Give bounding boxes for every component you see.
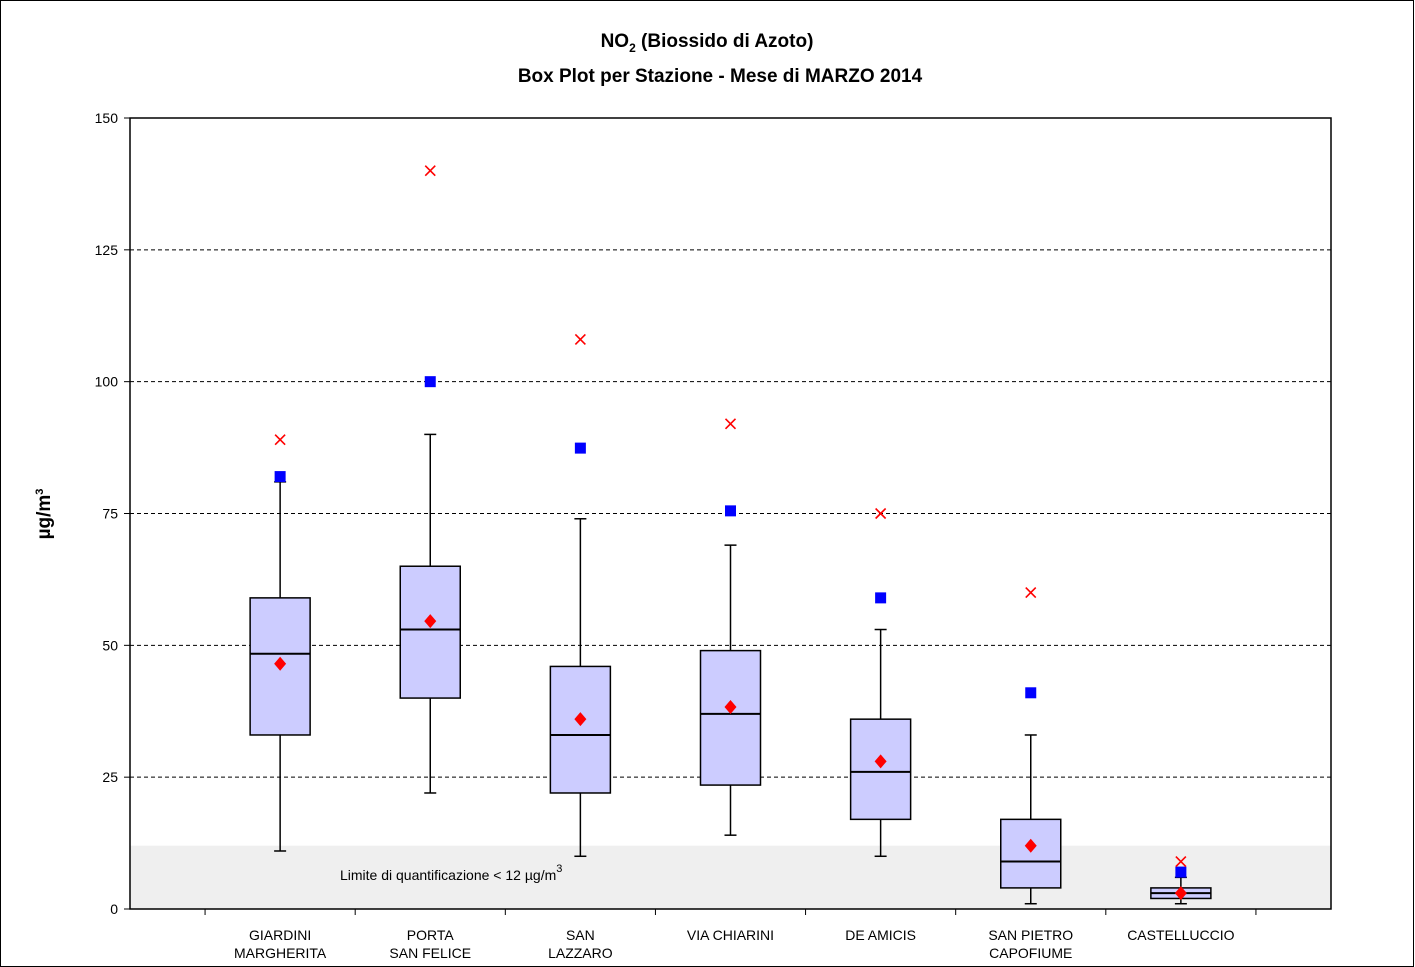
box [849,718,912,821]
blue-marker [1025,687,1037,699]
y-label-superscript: 3 [34,489,46,495]
chart-subtitle: Box Plot per Stazione - Mese di MARZO 20… [518,66,923,87]
quantification-band [130,845,1331,909]
x-tick-label: DE AMICIS [845,927,916,943]
blue-marker [424,376,436,388]
mean-marker [574,712,587,727]
max-marker [274,434,286,446]
chart-title: NO2 (Biossido di Azoto) [601,31,814,55]
max-marker [424,165,436,177]
y-label-text: µg/m [34,495,55,540]
y-tick-label: 100 [95,374,119,390]
max-marker [1025,587,1037,599]
max-marker [724,418,737,430]
band-label-superscript: 3 [556,863,562,875]
x-tick-label: SAN PIETRO [988,927,1073,943]
y-tick-label: 125 [95,242,119,258]
blue-marker [725,505,736,517]
plot-frame [129,117,1332,910]
mean-marker [424,614,437,629]
max-marker [875,507,887,520]
max-marker [574,333,586,346]
box [1000,818,1062,889]
box [399,565,461,699]
mean-marker [274,656,287,671]
title-subscript: 2 [629,41,636,55]
x-tick-label: LAZZARO [548,945,613,961]
x-tick-label: GIARDINI [249,927,311,943]
title-text: NO [601,31,630,52]
x-tick-label: SAN FELICE [389,945,471,961]
blue-marker [875,592,887,604]
blue-marker [1175,866,1187,878]
y-tick-label: 150 [95,110,119,126]
blue-marker [274,471,286,483]
band-label: Limite di quantificazione < 12 µg/m3 [340,863,562,883]
x-tick-label: SAN [566,927,595,943]
mean-marker [724,700,737,715]
y-tick-label: 0 [110,901,118,917]
y-tick-label: 75 [102,506,118,522]
y-tick-label: 25 [102,769,118,785]
box [699,649,762,786]
x-tick-label: MARGHERITA [234,945,327,961]
mean-marker [874,754,887,769]
y-axis-label: µg/m3 [34,489,55,540]
mean-marker [1024,838,1037,853]
x-tick-label: CASTELLUCCIO [1127,927,1234,943]
band-label-text: Limite di quantificazione < 12 µg/m [340,867,556,883]
max-marker [1175,855,1187,868]
y-tick-label: 50 [102,637,118,653]
x-tick-label: CAPOFIUME [989,945,1072,961]
x-tick-label: VIA CHIARINI [687,927,774,943]
x-tick-label: PORTA [407,927,455,943]
blue-marker [574,442,586,454]
mean-marker [1174,886,1187,901]
title-text: (Biossido di Azoto) [636,31,814,52]
box [549,665,612,794]
